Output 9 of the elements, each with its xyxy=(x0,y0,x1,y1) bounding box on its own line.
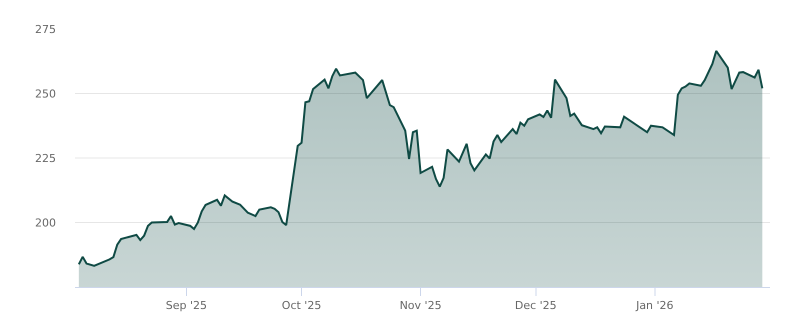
y-tick-label: 275 xyxy=(35,22,56,36)
x-tick-label: Nov '25 xyxy=(400,299,442,312)
y-tick-label: 225 xyxy=(35,152,56,165)
x-tick-label: Jan '26 xyxy=(635,299,674,312)
x-tick-label: Dec '25 xyxy=(514,299,557,312)
y-tick-label: 200 xyxy=(35,216,56,230)
y-tick-label: 250 xyxy=(35,87,56,100)
x-tick-label: Sep '25 xyxy=(166,299,207,312)
x-tick-label: Oct '25 xyxy=(282,299,322,312)
